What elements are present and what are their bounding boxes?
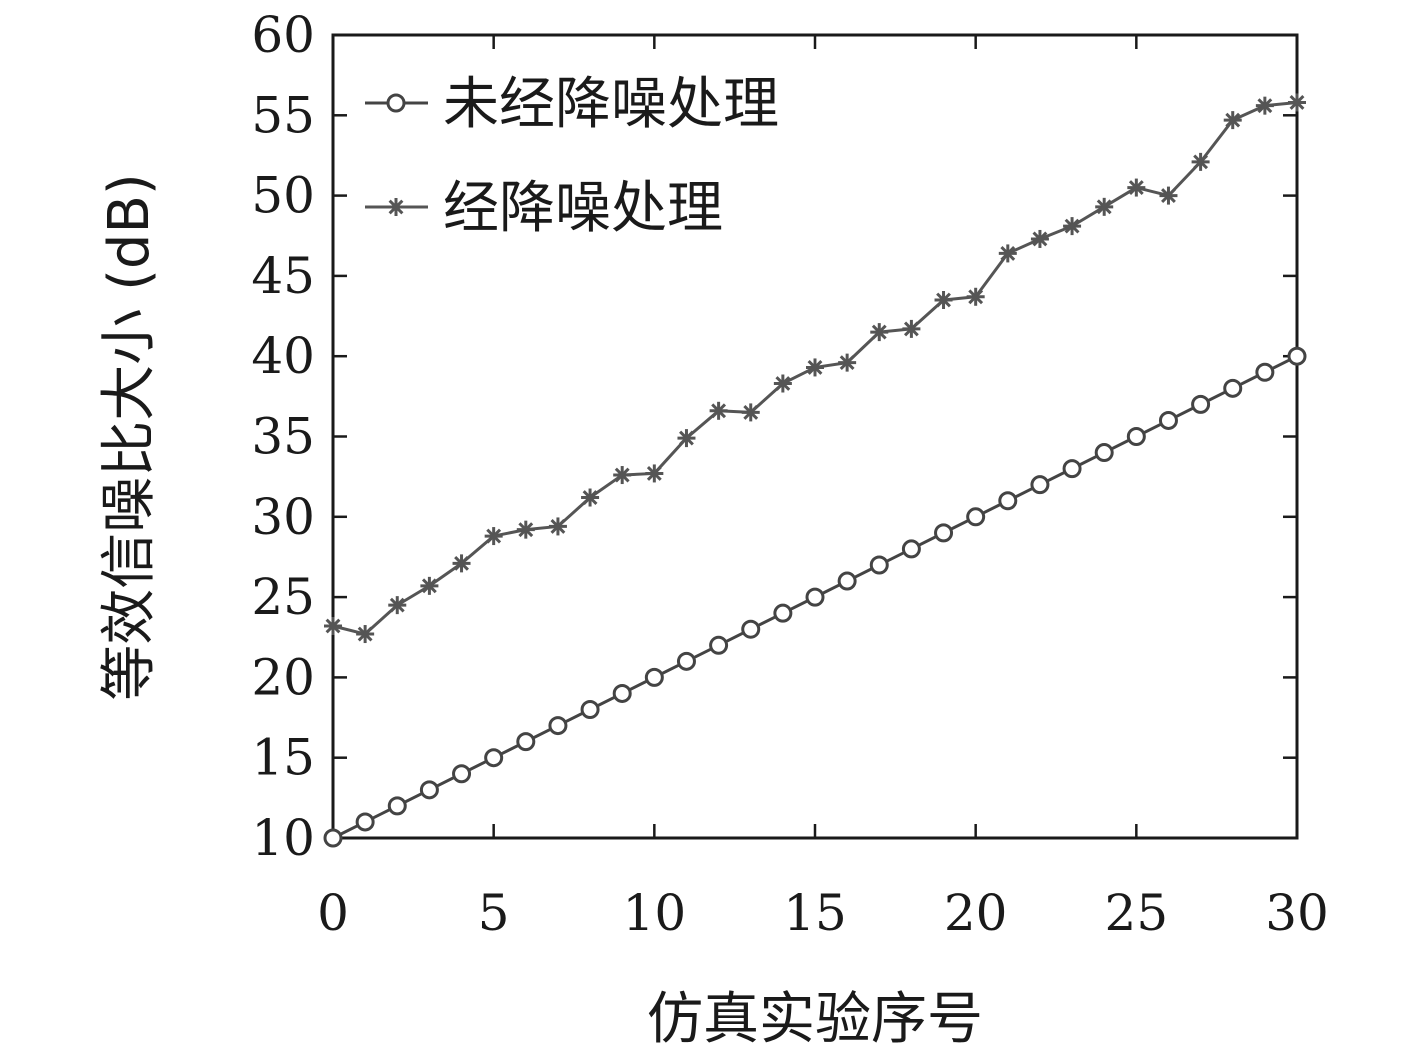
data-point-series-2 (645, 464, 664, 483)
data-point-series-1 (805, 587, 825, 607)
data-point-series-1 (934, 523, 954, 543)
legend-marker (386, 93, 406, 113)
series-layer (323, 93, 1307, 848)
x-tick-label: 15 (783, 884, 847, 942)
data-point-series-1 (966, 507, 986, 527)
data-point-series-1 (452, 764, 472, 784)
x-tick-label: 0 (317, 884, 349, 942)
legend-label: 经降噪处理 (443, 176, 723, 241)
y-tick-label: 40 (251, 327, 315, 385)
x-axis-title: 仿真实验序号 (647, 987, 983, 1052)
y-tick-label: 20 (251, 648, 315, 706)
data-point-series-1 (1126, 427, 1146, 446)
data-point-series-1 (901, 539, 921, 559)
data-point-series-1 (419, 780, 439, 800)
y-tick-label: 25 (251, 568, 315, 626)
data-point-series-2 (516, 520, 535, 539)
y-tick-label: 15 (251, 729, 315, 787)
data-point-series-2 (420, 576, 439, 595)
data-point-series-1 (1094, 443, 1114, 463)
y-axis: 10 15 20 25 30 35 40 45 50 55 60 (251, 6, 1297, 867)
data-point-series-2 (902, 319, 921, 338)
data-point-series-2 (998, 244, 1017, 263)
data-point-series-1 (516, 732, 536, 752)
legend-marker (387, 198, 405, 216)
data-point-series-2 (741, 403, 760, 422)
y-tick-label: 30 (251, 488, 315, 546)
y-tick-label: 50 (251, 167, 315, 225)
data-point-series-2 (677, 429, 696, 448)
data-point-series-1 (1255, 362, 1275, 382)
data-point-series-1 (709, 635, 729, 655)
data-point-series-1 (644, 667, 664, 687)
data-point-series-1 (355, 812, 375, 832)
data-point-series-1 (1287, 346, 1307, 366)
data-point-series-1 (548, 716, 568, 736)
data-point-series-2 (934, 290, 953, 309)
data-point-series-2 (356, 625, 375, 644)
data-point-series-1 (1062, 459, 1082, 479)
data-point-series-1 (1191, 394, 1211, 414)
data-point-series-1 (998, 491, 1018, 511)
data-point-series-2 (484, 527, 503, 546)
x-axis: 0 5 10 15 20 25 30 (317, 35, 1329, 942)
data-point-series-1 (484, 748, 504, 768)
y-axis-title: 等效信噪比大小 (dB) (97, 173, 162, 700)
x-tick-label: 30 (1265, 884, 1329, 942)
data-point-series-2 (773, 374, 792, 393)
y-tick-label: 35 (251, 408, 315, 466)
data-point-series-2 (548, 517, 567, 536)
data-point-series-2 (452, 554, 471, 573)
data-point-series-2 (1288, 93, 1306, 112)
data-point-series-2 (870, 323, 889, 342)
data-point-series-2 (1127, 178, 1146, 197)
data-point-series-1 (612, 683, 632, 703)
plot-frame (331, 33, 1299, 840)
x-tick-label: 25 (1105, 884, 1169, 942)
data-point-series-1 (1158, 410, 1178, 430)
x-tick-label: 10 (623, 884, 687, 942)
data-point-series-1 (676, 651, 696, 671)
data-point-series-2 (1063, 217, 1082, 236)
data-point-series-1 (1223, 378, 1243, 398)
data-point-series-1 (323, 828, 343, 848)
data-point-series-2 (1223, 111, 1242, 130)
data-point-series-2 (709, 401, 728, 420)
data-point-series-2 (1255, 96, 1274, 115)
data-point-series-2 (388, 596, 407, 615)
data-point-series-2 (1191, 152, 1210, 171)
data-point-series-2 (966, 287, 985, 306)
y-tick-label: 10 (251, 809, 315, 867)
data-point-series-2 (1159, 186, 1178, 205)
data-point-series-2 (1030, 229, 1049, 248)
data-point-series-2 (1095, 197, 1114, 216)
data-point-series-1 (741, 619, 761, 639)
data-point-series-1 (387, 796, 407, 816)
data-point-series-1 (773, 603, 793, 623)
data-point-series-1 (580, 700, 600, 720)
y-tick-label: 45 (251, 247, 315, 305)
data-point-series-1 (837, 571, 857, 591)
data-point-series-2 (613, 466, 632, 485)
data-point-series-1 (869, 555, 889, 575)
y-tick-label: 55 (251, 86, 315, 144)
data-point-series-2 (581, 488, 600, 507)
data-point-series-2 (324, 617, 342, 636)
data-point-series-1 (1030, 475, 1050, 495)
data-point-series-2 (838, 353, 857, 372)
x-tick-label: 20 (944, 884, 1008, 942)
y-tick-label: 60 (251, 6, 315, 64)
data-point-series-2 (806, 358, 824, 377)
x-tick-label: 5 (478, 884, 510, 942)
legend-label: 未经降噪处理 (443, 72, 779, 137)
